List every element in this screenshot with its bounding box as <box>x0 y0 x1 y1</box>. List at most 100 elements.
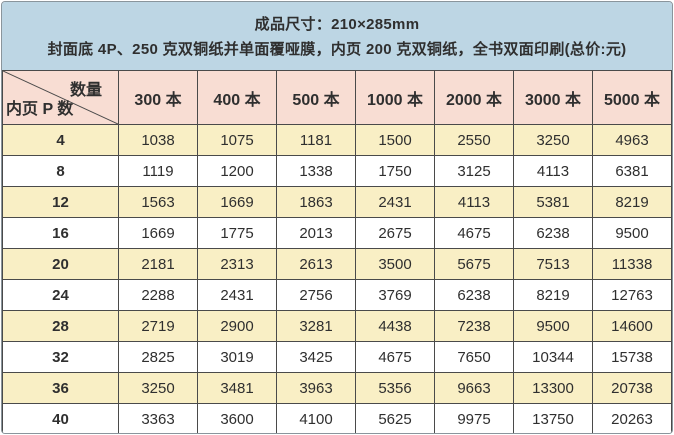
paper-spec-text: 封面底 4P、250 克双铜纸并单面覆哑膜，内页 200 克双铜纸，全书双面印刷… <box>47 41 627 58</box>
row-label-p40: 40 <box>2 403 119 433</box>
price-cell: 3125 <box>434 155 514 187</box>
price-table: 数量 内页 P 数 300 本 400 本 500 本 1000 本 2000 本 300… <box>2 70 672 433</box>
table-row-p36: 36 3250 3481 3963 5356 9663 13300 20738 <box>2 372 672 404</box>
corner-pages-label: 内页 P 数 <box>6 101 74 118</box>
row-label-p4: 4 <box>2 124 119 156</box>
row-label-p12: 12 <box>2 186 119 218</box>
price-cell: 1200 <box>197 155 277 187</box>
price-cell: 9663 <box>434 372 514 404</box>
price-cell: 4100 <box>276 403 356 433</box>
price-cell: 5381 <box>513 186 593 218</box>
price-cell: 2550 <box>434 124 514 156</box>
price-cell: 2719 <box>118 310 198 342</box>
price-cell: 2288 <box>118 279 198 311</box>
price-cell: 14600 <box>592 310 672 342</box>
price-cell: 7513 <box>513 248 593 280</box>
price-cell: 3250 <box>118 372 198 404</box>
row-label-p24: 24 <box>2 279 119 311</box>
row-label-p36: 36 <box>2 372 119 404</box>
row-label-p32: 32 <box>2 341 119 373</box>
price-cell: 8219 <box>592 186 672 218</box>
price-cell: 20738 <box>592 372 672 404</box>
price-cell: 1075 <box>197 124 277 156</box>
price-cell: 2825 <box>118 341 198 373</box>
price-cell: 6238 <box>513 217 593 249</box>
table-row-p20: 20 2181 2313 2613 3500 5675 7513 11338 <box>2 248 672 280</box>
row-label-p20: 20 <box>2 248 119 280</box>
price-cell: 2675 <box>355 217 435 249</box>
price-cell: 12763 <box>592 279 672 311</box>
price-cell: 9500 <box>592 217 672 249</box>
price-cell: 5625 <box>355 403 435 433</box>
price-cell: 3250 <box>513 124 593 156</box>
price-cell: 10344 <box>513 341 593 373</box>
price-cell: 20263 <box>592 403 672 433</box>
price-cell: 3019 <box>197 341 277 373</box>
price-cell: 1775 <box>197 217 277 249</box>
price-cell: 1338 <box>276 155 356 187</box>
table-row-p28: 28 2719 2900 3281 4438 7238 9500 14600 <box>2 310 672 342</box>
price-cell: 3363 <box>118 403 198 433</box>
price-cell: 7650 <box>434 341 514 373</box>
price-cell: 1669 <box>197 186 277 218</box>
table-row-p40: 40 3363 3600 4100 5625 9975 13750 20263 <box>2 403 672 433</box>
price-cell: 6381 <box>592 155 672 187</box>
price-cell: 4963 <box>592 124 672 156</box>
price-cell: 9975 <box>434 403 514 433</box>
price-cell: 2431 <box>197 279 277 311</box>
price-cell: 2900 <box>197 310 277 342</box>
corner-quantity-label: 数量 <box>69 82 102 99</box>
price-cell: 2756 <box>276 279 356 311</box>
price-cell: 3281 <box>276 310 356 342</box>
price-cell: 1750 <box>355 155 435 187</box>
price-cell: 13300 <box>513 372 593 404</box>
price-cell: 1181 <box>276 124 356 156</box>
price-cell: 5675 <box>434 248 514 280</box>
price-cell: 7238 <box>434 310 514 342</box>
price-cell: 3425 <box>276 341 356 373</box>
corner-cell: 数量 内页 P 数 <box>2 70 119 125</box>
price-cell: 1500 <box>355 124 435 156</box>
price-cell: 1863 <box>276 186 356 218</box>
price-cell: 2013 <box>276 217 356 249</box>
price-cell: 8219 <box>513 279 593 311</box>
product-size-text: 成品尺寸：210×285mm <box>254 16 420 33</box>
price-cell: 9500 <box>513 310 593 342</box>
price-cell: 15738 <box>592 341 672 373</box>
header-row: 数量 内页 P 数 300 本 400 本 500 本 1000 本 2000 本 300… <box>2 70 672 125</box>
column-header-2000本: 2000 本 <box>434 70 514 125</box>
table-row-p12: 12 1563 1669 1863 2431 4113 5381 8219 <box>2 186 672 218</box>
price-cell: 4113 <box>513 155 593 187</box>
table-row-p8: 8 1119 1200 1338 1750 3125 4113 6381 <box>2 155 672 187</box>
price-cell: 2181 <box>118 248 198 280</box>
price-cell: 4675 <box>434 217 514 249</box>
price-cell: 3600 <box>197 403 277 433</box>
row-label-p16: 16 <box>2 217 119 249</box>
price-cell: 2313 <box>197 248 277 280</box>
column-header-3000本: 3000 本 <box>513 70 593 125</box>
table-row-p4: 4 1038 1075 1181 1500 2550 3250 4963 <box>2 124 672 156</box>
price-cell: 11338 <box>592 248 672 280</box>
column-header-500本: 500 本 <box>276 70 356 125</box>
price-cell: 5356 <box>355 372 435 404</box>
price-cell: 4113 <box>434 186 514 218</box>
column-header-400本: 400 本 <box>197 70 277 125</box>
table-row-p32: 32 2825 3019 3425 4675 7650 10344 15738 <box>2 341 672 373</box>
row-label-p28: 28 <box>2 310 119 342</box>
price-cell: 2613 <box>276 248 356 280</box>
column-header-1000本: 1000 本 <box>355 70 435 125</box>
price-cell: 4675 <box>355 341 435 373</box>
spec-banner: 成品尺寸：210×285mm 封面底 4P、250 克双铜纸并单面覆哑膜，内页 … <box>2 2 672 70</box>
price-cell: 2431 <box>355 186 435 218</box>
row-label-p8: 8 <box>2 155 119 187</box>
diagonal-divider-line <box>3 71 118 124</box>
price-cell: 13750 <box>513 403 593 433</box>
table-row-p16: 16 1669 1775 2013 2675 4675 6238 9500 <box>2 217 672 249</box>
price-cell: 1563 <box>118 186 198 218</box>
price-cell: 3500 <box>355 248 435 280</box>
column-header-300本: 300 本 <box>118 70 198 125</box>
price-cell: 4438 <box>355 310 435 342</box>
table-row-p24: 24 2288 2431 2756 3769 6238 8219 12763 <box>2 279 672 311</box>
price-cell: 3481 <box>197 372 277 404</box>
